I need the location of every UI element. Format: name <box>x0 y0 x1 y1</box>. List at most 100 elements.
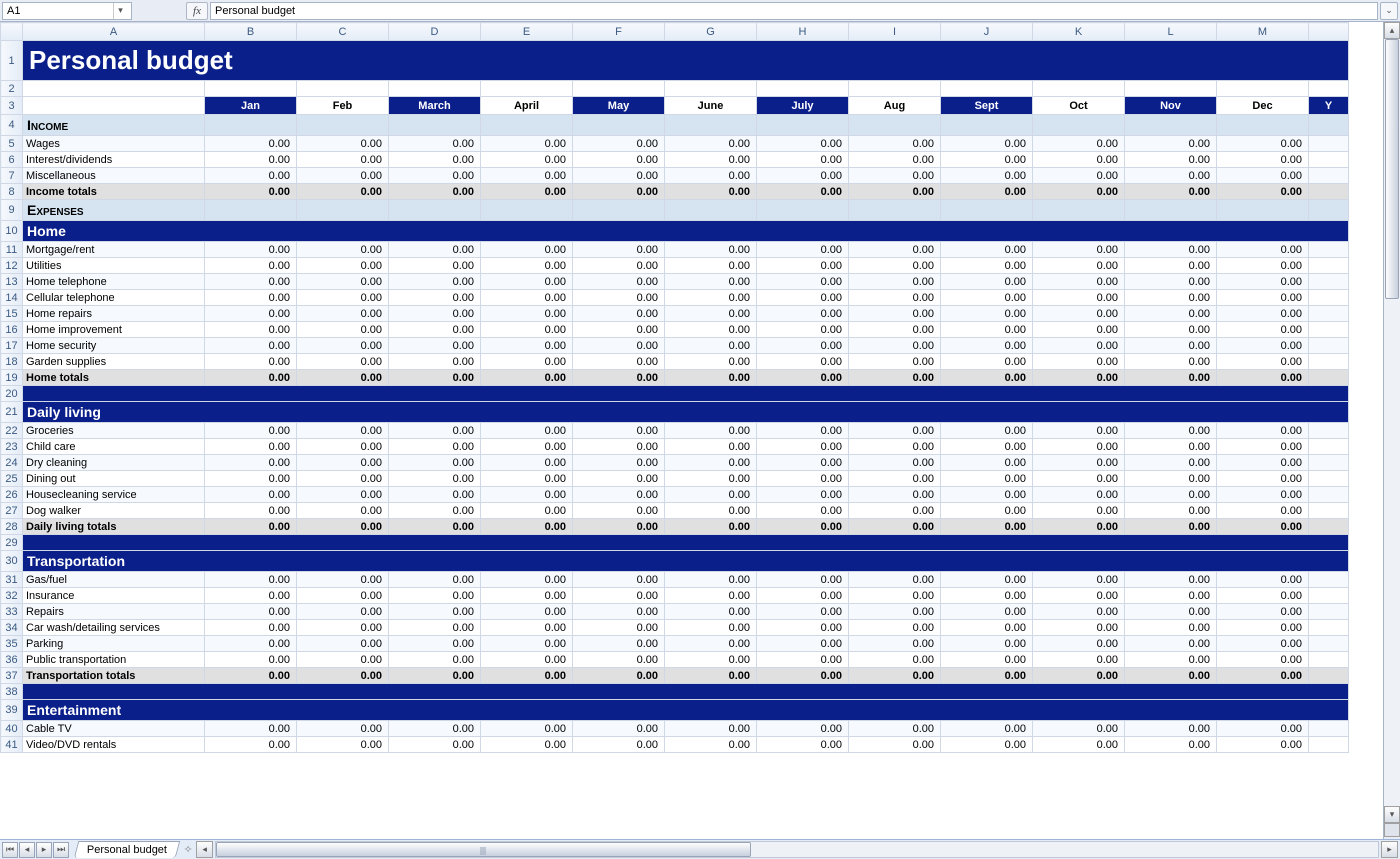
cell-value[interactable] <box>1309 290 1349 306</box>
totals-value[interactable]: 0.00 <box>297 370 389 386</box>
name-box[interactable]: A1 ▾ <box>2 2 132 20</box>
row-header-6[interactable]: 6 <box>1 152 23 168</box>
spacer-row[interactable] <box>23 386 1349 402</box>
cell-value[interactable]: 0.00 <box>389 423 481 439</box>
cell-value[interactable]: 0.00 <box>757 439 849 455</box>
cell-value[interactable]: 0.00 <box>757 322 849 338</box>
cell-value[interactable]: 0.00 <box>1125 588 1217 604</box>
cell-value[interactable]: 0.00 <box>297 306 389 322</box>
row-header-4[interactable]: 4 <box>1 115 23 136</box>
month-header-aug[interactable]: Aug <box>849 97 941 115</box>
cell-value[interactable]: 0.00 <box>481 737 573 753</box>
cell-value[interactable]: 0.00 <box>1217 503 1309 519</box>
totals-value[interactable]: 0.00 <box>481 519 573 535</box>
cell-value[interactable]: 0.00 <box>389 737 481 753</box>
row-header-13[interactable]: 13 <box>1 274 23 290</box>
cell-value[interactable] <box>1309 274 1349 290</box>
cell-value[interactable]: 0.00 <box>757 471 849 487</box>
cell-value[interactable] <box>1309 455 1349 471</box>
cell-value[interactable]: 0.00 <box>389 338 481 354</box>
cell-value[interactable]: 0.00 <box>941 604 1033 620</box>
cell[interactable] <box>757 200 849 221</box>
row-label[interactable]: Mortgage/rent <box>23 242 205 258</box>
cell-value[interactable]: 0.00 <box>1217 721 1309 737</box>
cell-value[interactable]: 0.00 <box>1125 620 1217 636</box>
cell[interactable] <box>23 97 205 115</box>
cell-value[interactable]: 0.00 <box>481 152 573 168</box>
cell-value[interactable]: 0.00 <box>665 242 757 258</box>
section-header[interactable]: Expenses <box>23 200 205 221</box>
row-header-26[interactable]: 26 <box>1 487 23 503</box>
cell-value[interactable]: 0.00 <box>1033 503 1125 519</box>
cell-value[interactable]: 0.00 <box>849 306 941 322</box>
cell-value[interactable]: 0.00 <box>1033 136 1125 152</box>
cell-value[interactable]: 0.00 <box>757 258 849 274</box>
cell-value[interactable]: 0.00 <box>849 652 941 668</box>
totals-value[interactable]: 0.00 <box>941 519 1033 535</box>
cell-value[interactable]: 0.00 <box>297 588 389 604</box>
cell-value[interactable]: 0.00 <box>389 274 481 290</box>
spreadsheet-grid[interactable]: ABCDEFGHIJKLM1Personal budget23JanFebMar… <box>0 22 1349 753</box>
cell-value[interactable] <box>1309 168 1349 184</box>
month-header-april[interactable]: April <box>481 97 573 115</box>
cell-value[interactable]: 0.00 <box>849 455 941 471</box>
cell-value[interactable]: 0.00 <box>1125 354 1217 370</box>
cell-value[interactable]: 0.00 <box>849 322 941 338</box>
row-header-11[interactable]: 11 <box>1 242 23 258</box>
cell-value[interactable]: 0.00 <box>481 322 573 338</box>
cell[interactable] <box>297 81 389 97</box>
cell-value[interactable]: 0.00 <box>757 620 849 636</box>
cell-value[interactable]: 0.00 <box>1217 572 1309 588</box>
row-label[interactable]: Dining out <box>23 471 205 487</box>
cell-value[interactable]: 0.00 <box>481 620 573 636</box>
totals-value[interactable]: 0.00 <box>1125 668 1217 684</box>
cell-value[interactable]: 0.00 <box>1217 322 1309 338</box>
cell-value[interactable]: 0.00 <box>849 258 941 274</box>
col-header-partial[interactable] <box>1309 23 1349 41</box>
cell-value[interactable]: 0.00 <box>849 588 941 604</box>
cell-value[interactable]: 0.00 <box>1125 258 1217 274</box>
totals-value[interactable]: 0.00 <box>205 668 297 684</box>
cell-value[interactable]: 0.00 <box>1033 439 1125 455</box>
cell-value[interactable]: 0.00 <box>665 588 757 604</box>
row-label[interactable]: Parking <box>23 636 205 652</box>
cell-value[interactable]: 0.00 <box>389 471 481 487</box>
cell[interactable] <box>297 200 389 221</box>
totals-value[interactable]: 0.00 <box>389 519 481 535</box>
totals-value[interactable]: 0.00 <box>389 668 481 684</box>
row-header-15[interactable]: 15 <box>1 306 23 322</box>
cell[interactable] <box>1217 115 1309 136</box>
cell-value[interactable]: 0.00 <box>573 455 665 471</box>
cell[interactable] <box>849 81 941 97</box>
cell-value[interactable]: 0.00 <box>849 423 941 439</box>
cell-value[interactable]: 0.00 <box>205 487 297 503</box>
cell-value[interactable] <box>1309 258 1349 274</box>
row-header-36[interactable]: 36 <box>1 652 23 668</box>
cell-value[interactable]: 0.00 <box>1125 168 1217 184</box>
tab-nav-next-icon[interactable]: ▸ <box>36 842 52 858</box>
totals-label[interactable]: Transportation totals <box>23 668 205 684</box>
cell-value[interactable]: 0.00 <box>389 588 481 604</box>
cell-value[interactable]: 0.00 <box>849 503 941 519</box>
cell-value[interactable]: 0.00 <box>297 439 389 455</box>
cell-value[interactable] <box>1309 636 1349 652</box>
cell-value[interactable]: 0.00 <box>205 354 297 370</box>
tab-nav-prev-icon[interactable]: ◂ <box>19 842 35 858</box>
cell-value[interactable]: 0.00 <box>573 439 665 455</box>
cell-value[interactable]: 0.00 <box>1217 455 1309 471</box>
row-header-9[interactable]: 9 <box>1 200 23 221</box>
col-header-J[interactable]: J <box>941 23 1033 41</box>
totals-value[interactable]: 0.00 <box>1217 370 1309 386</box>
col-header-H[interactable]: H <box>757 23 849 41</box>
row-header-22[interactable]: 22 <box>1 423 23 439</box>
cell-value[interactable]: 0.00 <box>757 604 849 620</box>
totals-value[interactable]: 0.00 <box>1125 184 1217 200</box>
cell[interactable] <box>665 81 757 97</box>
totals-value[interactable]: 0.00 <box>849 184 941 200</box>
cell-value[interactable]: 0.00 <box>573 258 665 274</box>
cell-value[interactable]: 0.00 <box>1033 242 1125 258</box>
cell-value[interactable]: 0.00 <box>205 455 297 471</box>
totals-value[interactable]: 0.00 <box>573 184 665 200</box>
cell-value[interactable]: 0.00 <box>665 306 757 322</box>
cell-value[interactable]: 0.00 <box>481 588 573 604</box>
